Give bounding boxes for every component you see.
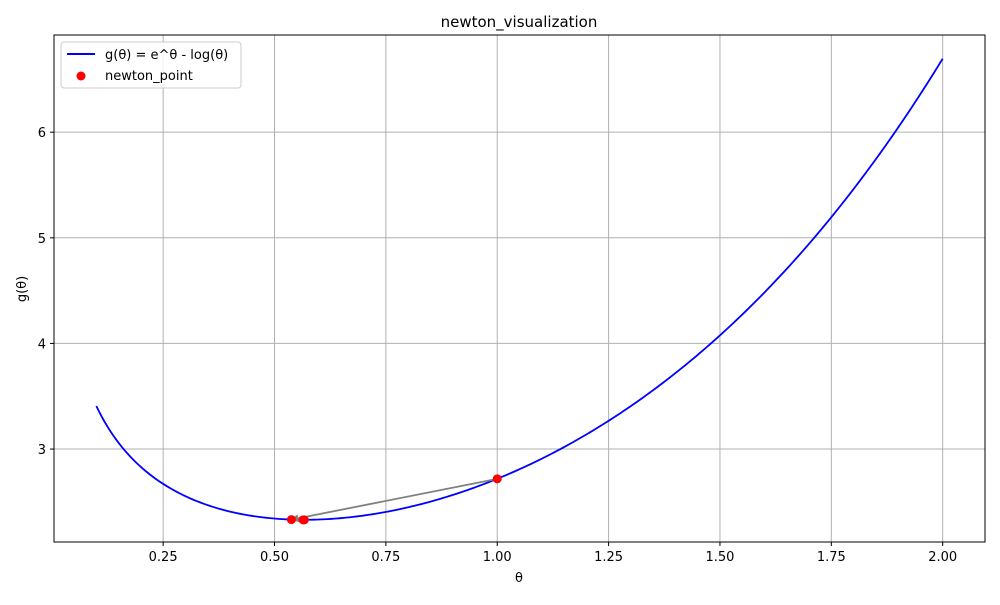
grid-lines [54, 35, 985, 542]
x-tick-label: 1.25 [594, 550, 623, 565]
legend-box [60, 41, 242, 89]
x-tick-label: 0.75 [371, 550, 400, 565]
newton-point [299, 515, 309, 525]
x-tick-label: 0.50 [260, 550, 289, 565]
x-tick-label: 2.00 [928, 550, 957, 565]
y-tick-label: 4 [38, 337, 46, 352]
x-tick-label: 1.75 [817, 550, 846, 565]
chart-title: newton_visualization [441, 13, 598, 32]
plot-area [95, 58, 944, 525]
newton-point [286, 515, 296, 525]
legend: g(θ) = e^θ - log(θ) newton_point [60, 41, 242, 89]
x-tick-label: 0.25 [149, 550, 178, 565]
y-tick-label: 6 [38, 126, 46, 141]
newton-step-arrow [290, 477, 498, 523]
x-axis-label: θ [515, 571, 523, 586]
newton-point [492, 474, 502, 484]
legend-label-curve: g(θ) = e^θ - log(θ) [105, 48, 228, 63]
y-axis-ticks: 3 4 5 6 [38, 126, 54, 458]
y-axis-label: g(θ) [15, 276, 30, 302]
x-tick-label: 1.00 [483, 550, 512, 565]
y-tick-label: 5 [38, 232, 46, 247]
function-curve [95, 58, 944, 521]
legend-label-points: newton_point [105, 69, 193, 84]
y-tick-label: 3 [38, 443, 46, 458]
x-tick-label: 1.50 [705, 550, 734, 565]
x-axis-ticks: 0.25 0.50 0.75 1.00 1.25 1.50 1.75 2.00 [149, 542, 957, 565]
plot-frame [53, 34, 986, 543]
legend-point-swatch [76, 71, 86, 81]
